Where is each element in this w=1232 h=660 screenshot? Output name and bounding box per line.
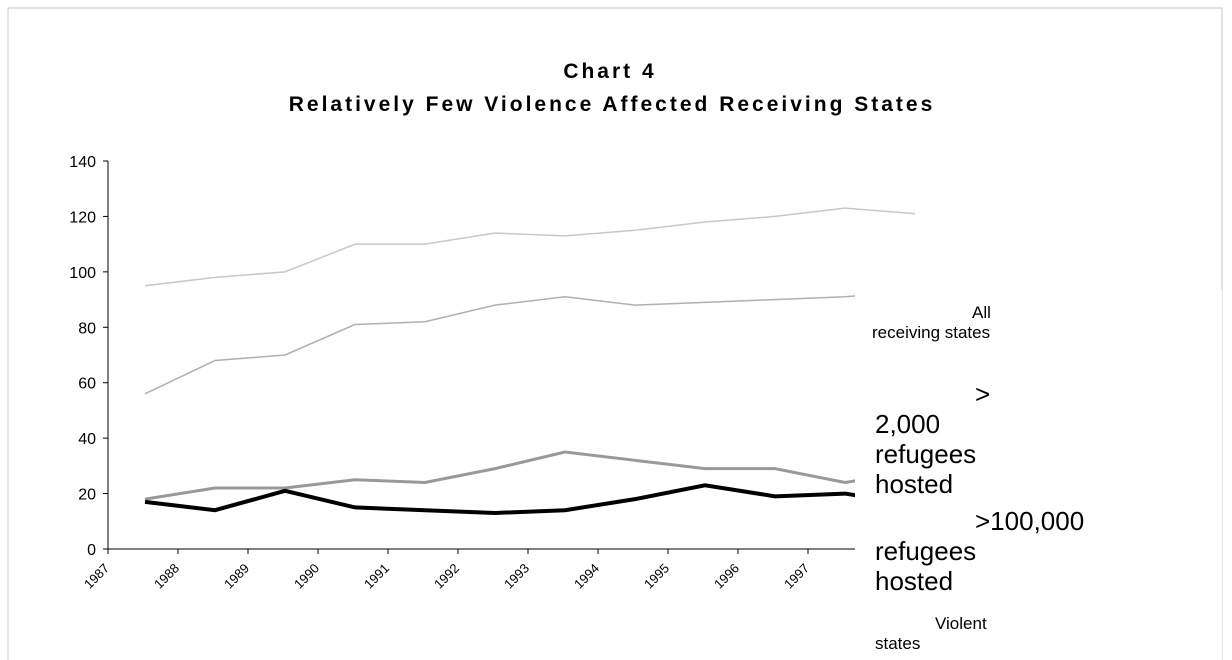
series-line: [144, 450, 916, 501]
x-tick-label: 1988: [151, 561, 182, 592]
legend-entry: All receiving states: [872, 303, 991, 342]
chart-title: Chart 4: [563, 60, 656, 83]
y-tick-label: 40: [78, 431, 96, 448]
x-tick-label: 1989: [221, 561, 252, 592]
y-tick-label: 20: [78, 487, 96, 504]
y-tick-label: 0: [87, 542, 96, 559]
chart-subtitle: Relatively Few Violence Affected Receivi…: [289, 93, 936, 116]
y-tick-label: 100: [69, 265, 96, 282]
y-tick-label: 120: [69, 209, 96, 226]
x-tick-label: 1992: [431, 561, 462, 592]
series-line: [144, 483, 916, 515]
x-tick-label: 1997: [781, 561, 812, 592]
series-line: [144, 207, 916, 287]
series-line: [144, 290, 916, 395]
x-tick-label: 1991: [361, 561, 392, 592]
y-tick-label: 140: [69, 154, 96, 171]
y-tick-label: 80: [78, 320, 96, 337]
x-tick-label: 1995: [641, 561, 672, 592]
legend-box: [855, 290, 1222, 660]
x-tick-label: 1994: [571, 561, 602, 592]
legend-entry: Violent states: [875, 614, 987, 653]
x-tick-label: 1987: [81, 561, 112, 592]
x-tick-label: 1993: [501, 561, 532, 592]
y-tick-label: 60: [78, 376, 96, 393]
x-tick-label: 1996: [711, 561, 742, 592]
legend-entry: >100,000 refugees hosted: [875, 506, 1085, 596]
legend-entry: > 2,000 refugees hosted: [875, 379, 991, 499]
x-tick-label: 1990: [291, 561, 322, 592]
